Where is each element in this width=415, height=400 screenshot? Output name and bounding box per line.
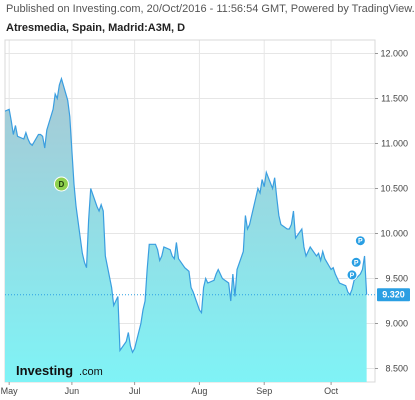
marker-circle [346, 269, 358, 281]
y-tick-label: 11.000 [381, 139, 408, 149]
last-price-badge: 9.320 [377, 288, 410, 302]
dividend-marker[interactable]: D [53, 176, 69, 192]
marker-label: D [59, 180, 65, 189]
chart-title: Atresmedia, Spain, Madrid:A3M, D [6, 22, 186, 34]
y-axis: 8.500 9.000 9.500 10.000 10.500 11.000 11.500 1… [375, 49, 408, 374]
x-tick-label: Jun [65, 386, 80, 396]
marker-circle [354, 235, 366, 247]
y-tick-label: 12.000 [380, 49, 408, 59]
x-tick-label: Oct [324, 386, 339, 396]
published-caption: Published on Investing.com, 20/Oct/2016 … [6, 3, 415, 15]
x-tick-label: Jul [129, 386, 141, 396]
y-tick-label: 8.500 [385, 364, 408, 374]
x-tick-label: Aug [191, 386, 207, 396]
x-axis: May Jun Jul Aug Sep Oct [1, 382, 339, 396]
event-marker-p[interactable]: P [354, 235, 366, 247]
y-tick-label: 11.500 [381, 94, 408, 104]
event-marker-p[interactable]: P [350, 256, 362, 268]
investing-logo: Investing .com [16, 363, 103, 378]
y-tick-label: 9.500 [385, 274, 408, 284]
logo-suffix: .com [79, 366, 103, 378]
marker-label: P [358, 238, 363, 245]
x-tick-label: Sep [256, 386, 272, 396]
y-tick-label: 10.500 [380, 184, 408, 194]
logo-text: Investing [16, 363, 73, 378]
marker-circle [53, 176, 69, 192]
event-marker-p[interactable]: P [346, 269, 358, 281]
price-line [5, 76, 368, 354]
y-tick-label: 10.000 [380, 229, 408, 239]
marker-label: P [354, 260, 359, 267]
y-tick-label: 9.000 [385, 319, 408, 329]
last-price-label: 9.320 [382, 290, 405, 300]
marker-circle [350, 256, 362, 268]
marker-label: P [350, 272, 355, 279]
x-tick-label: May [1, 386, 19, 396]
price-area [5, 78, 367, 382]
